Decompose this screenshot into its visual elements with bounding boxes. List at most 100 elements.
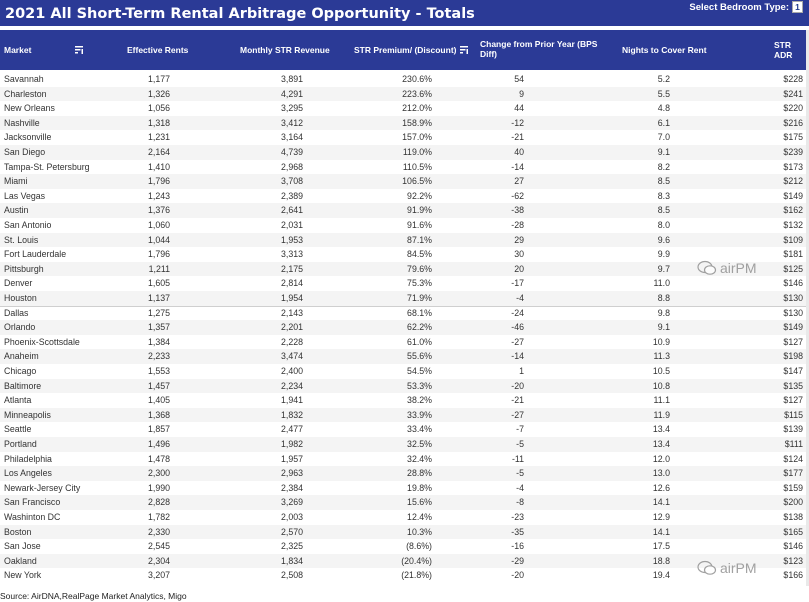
table-row[interactable]: Chicago 1,553 2,400 54.5% 1 10.5 $147: [0, 364, 809, 379]
table-row[interactable]: Dallas 1,275 2,143 68.1% -24 9.8 $130: [0, 306, 809, 321]
cell-change-prior-year: -62: [511, 190, 524, 201]
cell-effective-rents: 1,457: [147, 380, 170, 391]
cell-market: Portland: [4, 439, 37, 449]
chat-bubble-icon: [697, 560, 717, 575]
cell-str-premium: 68.1%: [407, 307, 432, 318]
table-row[interactable]: St. Louis 1,044 1,953 87.1% 29 9.6 $109: [0, 232, 809, 248]
cell-str-adr: $173: [783, 161, 803, 172]
table-row[interactable]: Portland 1,496 1,982 32.5% -5 13.4 $111: [0, 437, 809, 452]
table-row[interactable]: Denver 1,605 2,814 75.3% -17 11.0 $146: [0, 276, 809, 291]
cell-effective-rents: 1,796: [147, 249, 170, 260]
cell-effective-rents: 1,231: [147, 132, 170, 143]
cell-market: Dallas: [4, 307, 29, 318]
header-str-adr[interactable]: STR ADR: [774, 30, 809, 70]
cell-effective-rents: 1,496: [147, 439, 170, 449]
table-row[interactable]: San Jose 2,545 2,325 (8.6%) -16 17.5 $146: [0, 539, 809, 554]
table-row[interactable]: Savannah 1,177 3,891 230.6% 54 5.2 $228: [0, 72, 809, 87]
cell-str-premium: 84.5%: [407, 249, 432, 260]
cell-str-premium: 54.5%: [407, 366, 432, 376]
table-row[interactable]: Jacksonville 1,231 3,164 157.0% -21 7.0 $175: [0, 130, 809, 145]
bedroom-filter[interactable]: Select Bedroom Type: 1: [689, 1, 803, 13]
header-market[interactable]: Market: [4, 30, 104, 70]
table-row[interactable]: Minneapolis 1,368 1,832 33.9% -27 11.9 $115: [0, 407, 809, 423]
header-effective-rents-label: Effective Rents: [127, 45, 189, 55]
cell-str-adr: $146: [783, 278, 803, 289]
header-nights-to-cover-label: Nights to Cover Rent: [622, 45, 707, 55]
cell-nights-to-cover: 14.1: [652, 497, 670, 508]
cell-effective-rents: 2,300: [147, 468, 170, 479]
header-change-prior-year[interactable]: Change from Prior Year (BPS Diff): [480, 30, 600, 70]
table-row[interactable]: Washinton DC 1,782 2,003 12.4% -23 12.9 $138: [0, 510, 809, 525]
cell-monthly-str-revenue: 3,474: [280, 351, 303, 362]
cell-market: Orlando: [4, 322, 36, 333]
cell-nights-to-cover: 7.0: [657, 132, 670, 143]
table-row[interactable]: Seattle 1,857 2,477 33.4% -7 13.4 $139: [0, 422, 809, 437]
header-monthly-str-revenue[interactable]: Monthly STR Revenue: [240, 30, 340, 70]
cell-effective-rents: 1,044: [147, 234, 170, 245]
cell-nights-to-cover: 8.3: [657, 190, 670, 201]
table-row[interactable]: Miami 1,796 3,708 106.5% 27 8.5 $212: [0, 174, 809, 189]
table-row[interactable]: Las Vegas 1,243 2,389 92.2% -62 8.3 $149: [0, 189, 809, 204]
cell-effective-rents: 1,990: [147, 482, 170, 493]
cell-market: Chicago: [4, 366, 37, 376]
table-row[interactable]: San Antonio 1,060 2,031 91.6% -28 8.0 $132: [0, 218, 809, 233]
cell-str-adr: $241: [783, 88, 803, 99]
sort-icon[interactable]: [75, 46, 84, 54]
cell-str-adr: $175: [783, 132, 803, 143]
header-nights-to-cover[interactable]: Nights to Cover Rent: [622, 30, 722, 70]
table-row[interactable]: San Diego 2,164 4,739 119.0% 40 9.1 $239: [0, 145, 809, 160]
cell-effective-rents: 1,243: [147, 190, 170, 201]
table-row[interactable]: New York 3,207 2,508 (21.8%) -20 19.4 $166: [0, 568, 809, 583]
page-title: 2021 All Short-Term Rental Arbitrage Opp…: [3, 3, 481, 26]
cell-nights-to-cover: 14.1: [652, 526, 670, 537]
cell-market: Pittsburgh: [4, 263, 44, 274]
cell-str-premium: 61.0%: [407, 336, 432, 347]
header-str-premium[interactable]: STR Premium/ (Discount): [354, 30, 476, 70]
sort-icon[interactable]: [460, 46, 469, 54]
cell-monthly-str-revenue: 2,477: [280, 424, 303, 435]
cell-market: San Jose: [4, 541, 41, 552]
watermark: airPM: [697, 260, 757, 276]
table-row[interactable]: Fort Lauderdale 1,796 3,313 84.5% 30 9.9 $181: [0, 247, 809, 262]
table-row[interactable]: New Orleans 1,056 3,295 212.0% 44 4.8 $220: [0, 101, 809, 116]
table-row[interactable]: Baltimore 1,457 2,234 53.3% -20 10.8 $135: [0, 378, 809, 394]
cell-change-prior-year: -24: [511, 307, 524, 318]
table-row[interactable]: San Francisco 2,828 3,269 15.6% -8 14.1 $200: [0, 495, 809, 510]
table-row[interactable]: Newark-Jersey City 1,990 2,384 19.8% -4 12.6 $…: [0, 481, 809, 496]
table-row[interactable]: Boston 2,330 2,570 10.3% -35 14.1 $165: [0, 524, 809, 540]
table-row[interactable]: Phoenix-Scottsdale 1,384 2,228 61.0% -27 10.9…: [0, 335, 809, 350]
table-row[interactable]: Austin 1,376 2,641 91.9% -38 8.5 $162: [0, 203, 809, 218]
table-row[interactable]: Charleston 1,326 4,291 223.6% 9 5.5 $241: [0, 86, 809, 102]
table-row[interactable]: Anaheim 2,233 3,474 55.6% -14 11.3 $198: [0, 349, 809, 364]
cell-nights-to-cover: 9.8: [657, 307, 670, 318]
cell-monthly-str-revenue: 2,814: [280, 278, 303, 289]
cell-nights-to-cover: 19.4: [652, 570, 670, 581]
table-row[interactable]: Atlanta 1,405 1,941 38.2% -21 11.1 $127: [0, 393, 809, 408]
table-row[interactable]: Tampa-St. Petersburg 1,410 2,968 110.5% -14 8…: [0, 160, 809, 175]
header-effective-rents[interactable]: Effective Rents: [127, 30, 207, 70]
cell-change-prior-year: 20: [514, 263, 524, 274]
cell-change-prior-year: -14: [511, 161, 524, 172]
table-row[interactable]: Orlando 1,357 2,201 62.2% -46 9.1 $149: [0, 320, 809, 335]
table-row[interactable]: Pittsburgh 1,211 2,175 79.6% 20 9.7 $125: [0, 261, 809, 277]
table-row[interactable]: Nashville 1,318 3,412 158.9% -12 6.1 $216: [0, 115, 809, 131]
scrollbar[interactable]: [806, 30, 809, 586]
table-row[interactable]: Philadelphia 1,478 1,957 32.4% -11 12.0 $124: [0, 452, 809, 467]
cell-effective-rents: 2,330: [147, 526, 170, 537]
table-row[interactable]: Oakland 2,304 1,834 (20.4%) -29 18.8 $123: [0, 553, 809, 569]
bedroom-filter-select[interactable]: 1: [792, 1, 803, 13]
cell-str-adr: $181: [783, 249, 803, 260]
cell-effective-rents: 3,207: [147, 570, 170, 581]
table-row[interactable]: Houston 1,137 1,954 71.9% -4 8.8 $130: [0, 291, 809, 306]
table-row[interactable]: Los Angeles 2,300 2,963 28.8% -5 13.0 $177: [0, 466, 809, 481]
cell-effective-rents: 1,318: [147, 117, 170, 128]
cell-monthly-str-revenue: 3,295: [280, 103, 303, 114]
cell-market: New Orleans: [4, 103, 55, 114]
cell-str-premium: 75.3%: [407, 278, 432, 289]
cell-str-adr: $198: [783, 351, 803, 362]
cell-monthly-str-revenue: 1,832: [280, 409, 303, 420]
cell-change-prior-year: -23: [511, 512, 524, 522]
cell-nights-to-cover: 4.8: [657, 103, 670, 114]
header-change-prior-year-label: Change from Prior Year (BPS Diff): [480, 39, 598, 59]
cell-market: Houston: [4, 293, 37, 303]
